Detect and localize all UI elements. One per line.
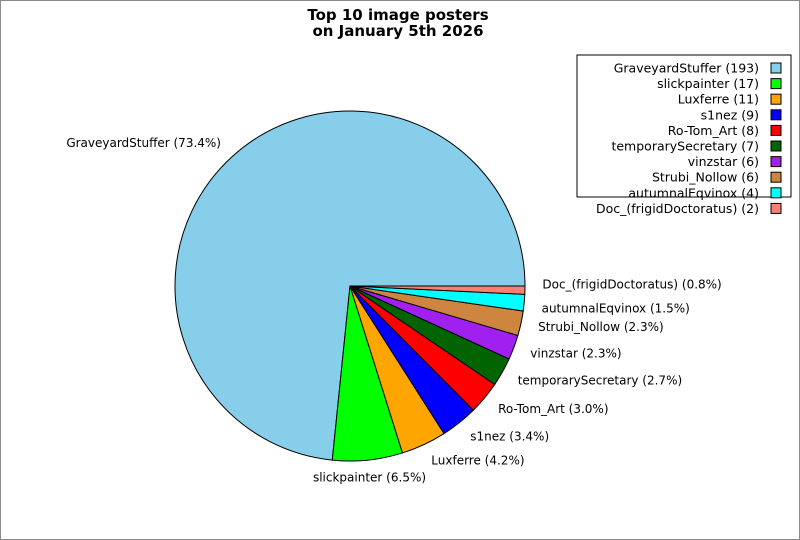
pie-slices [174, 110, 526, 462]
pie-slice-label: Strubi_Nollow (2.3%) [538, 320, 664, 334]
legend-entry-label: temporarySecretary (7) [611, 139, 759, 154]
legend-swatch [770, 78, 782, 90]
legend-entry-label: Strubi_Nollow (6) [652, 170, 759, 185]
pie-slice-label: slickpainter (6.5%) [313, 471, 426, 485]
legend-entry-label: Luxferre (11) [678, 92, 759, 107]
legend-swatch [770, 156, 782, 168]
legend-swatch [770, 124, 782, 136]
pie-slice-doc-frigiddoctoratus [349, 285, 526, 295]
pie-slice-label: autumnalEqvinox (1.5%) [542, 301, 690, 315]
legend-swatch [770, 171, 782, 183]
chart-title-line-2: on January 5th 2026 [312, 22, 483, 40]
pie-slice-label: temporarySecretary (2.7%) [518, 374, 682, 388]
pie-slice-label: s1nez (3.4%) [470, 429, 549, 443]
legend-entry-label: vinzstar (6) [688, 154, 759, 169]
legend-swatch [770, 93, 782, 105]
pie-slice-label: Luxferre (4.2%) [431, 454, 524, 468]
legend-swatch [770, 140, 782, 152]
chart-title-line-1: Top 10 image posters [307, 6, 488, 24]
legend-entry-label: s1nez (9) [701, 107, 759, 122]
legend-swatch [770, 202, 782, 214]
legend-entry-label: Doc_(frigidDoctoratus) (2) [596, 201, 759, 216]
pie-slice-label: Doc_(frigidDoctoratus) (0.8%) [542, 278, 721, 292]
legend-swatch [770, 109, 782, 121]
legend-swatch [770, 187, 782, 199]
legend-box [576, 54, 792, 198]
legend-entry-label: GraveyardStuffer (193) [614, 61, 759, 76]
pie-slice-labels: GraveyardStuffer (73.4%) slickpainter (6.… [66, 136, 721, 484]
legend-entry-label: autumnalEqvinox (4) [628, 185, 759, 200]
pie-slice-label: Ro-Tom_Art (3.0%) [498, 402, 608, 416]
legend-entry-label: Ro-Tom_Art (8) [668, 123, 759, 138]
pie-slice-label: vinzstar (2.3%) [530, 347, 621, 361]
legend-swatch [770, 62, 782, 74]
legend-entry-label: slickpainter (17) [657, 76, 759, 91]
pie-slice-label: GraveyardStuffer (73.4%) [66, 136, 221, 150]
chart-legend: GraveyardStuffer (193)slickpainter (17)L… [576, 54, 792, 216]
